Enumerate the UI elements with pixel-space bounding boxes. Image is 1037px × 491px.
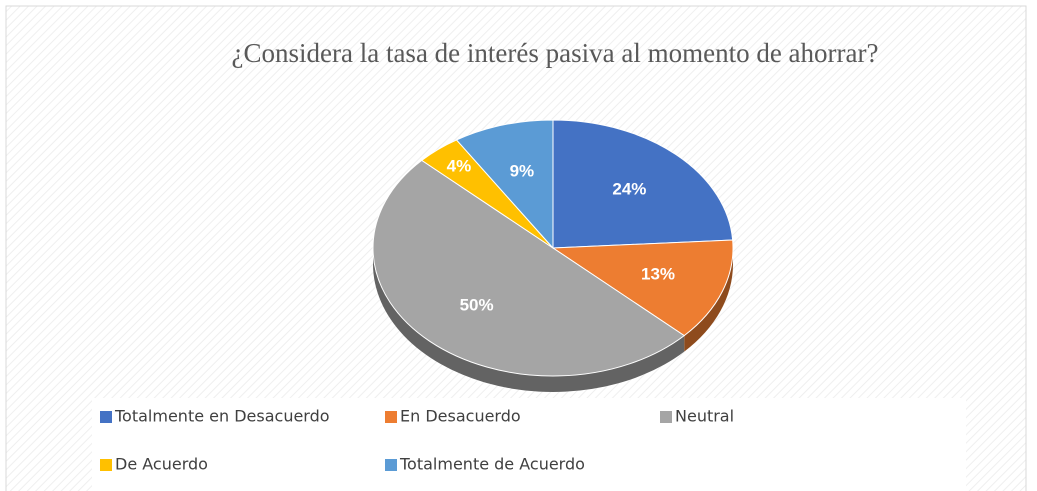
legend-label: Totalmente de Acuerdo <box>399 455 585 474</box>
legend-label: De Acuerdo <box>115 455 208 474</box>
legend-label: En Desacuerdo <box>400 407 521 426</box>
data-label: 9% <box>510 161 535 180</box>
data-label: 4% <box>447 157 472 176</box>
legend-swatch <box>100 459 112 471</box>
legend-swatch <box>100 411 112 423</box>
data-label: 24% <box>612 180 646 199</box>
slice-side <box>373 248 685 392</box>
data-label: 50% <box>460 295 494 314</box>
legend-swatch <box>385 459 397 471</box>
slice <box>372 159 686 377</box>
slice <box>455 119 554 250</box>
legend-label: Neutral <box>675 407 734 426</box>
legend-label: Totalmente en Desacuerdo <box>114 407 330 426</box>
chart-title: ¿Considera la tasa de interés pasiva al … <box>232 38 879 68</box>
legend-swatch <box>385 411 397 423</box>
data-label: 13% <box>641 264 675 283</box>
slice <box>551 239 734 337</box>
slice <box>552 119 734 249</box>
legend-box <box>92 398 966 491</box>
legend-swatch <box>660 411 672 423</box>
